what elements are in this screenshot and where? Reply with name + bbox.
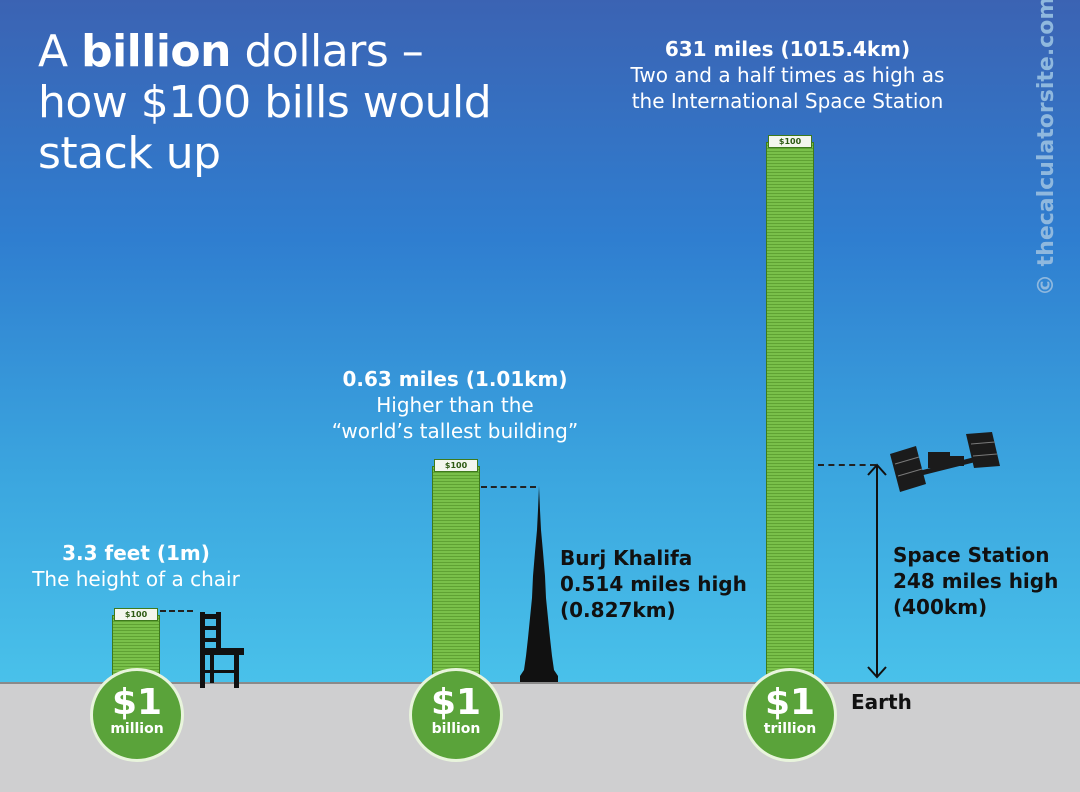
trillion-label: 631 miles (1015.4km) Two and a half time… — [585, 36, 990, 114]
double-arrow-icon — [867, 463, 887, 679]
trillion-coin-amount: $1 — [764, 682, 816, 723]
million-coin-amount: $1 — [111, 682, 163, 723]
billion-coin: $1 billion — [409, 668, 503, 762]
billion-headline: 0.63 miles (1.01km) — [342, 367, 568, 391]
burj-height-miles: 0.514 miles high — [560, 572, 747, 596]
billion-dash-line — [481, 486, 536, 488]
trillion-dash-line — [818, 464, 876, 466]
billion-coin-unit: billion — [431, 721, 481, 737]
space-station-icon — [890, 432, 1000, 492]
trillion-subtitle-2: the International Space Station — [631, 89, 944, 113]
billion-coin-amount: $1 — [430, 682, 482, 723]
million-coin: $1 million — [90, 668, 184, 762]
burj-khalifa-icon — [520, 486, 558, 682]
trillion-subtitle: Two and a half times as high as — [630, 63, 945, 87]
chair-icon — [200, 612, 244, 688]
title-bold: billion — [81, 26, 231, 77]
million-top-bill: $100 — [114, 608, 158, 621]
trillion-headline: 631 miles (1015.4km) — [664, 37, 911, 61]
billion-subtitle-2: “world’s tallest building” — [331, 419, 579, 443]
million-dash-line — [160, 610, 193, 612]
infographic-title: A billion dollars – how $100 bills would… — [38, 26, 492, 179]
title-line-1: A billion dollars – — [38, 26, 424, 77]
iss-height-miles: 248 miles high — [893, 569, 1059, 593]
million-label: 3.3 feet (1m) The height of a chair — [20, 540, 252, 592]
iss-height-km: (400km) — [893, 595, 988, 619]
iss-name: Space Station — [893, 543, 1050, 567]
billion-subtitle: Higher than the — [376, 393, 534, 417]
title-line-3: stack up — [38, 128, 221, 179]
million-subtitle: The height of a chair — [32, 567, 240, 591]
burj-name: Burj Khalifa — [560, 546, 693, 570]
watermark: © thecalculatorsite.com — [1034, 0, 1059, 296]
burj-reference: Burj Khalifa 0.514 miles high (0.827km) — [560, 545, 747, 623]
burj-height-km: (0.827km) — [560, 598, 676, 622]
billion-stack — [432, 466, 480, 684]
billion-label: 0.63 miles (1.01km) Higher than the “wor… — [300, 366, 610, 444]
iss-reference: Space Station 248 miles high (400km) — [893, 542, 1058, 620]
billion-top-bill: $100 — [434, 459, 478, 472]
million-coin-unit: million — [110, 721, 164, 737]
trillion-stack — [766, 142, 814, 684]
trillion-coin-unit: trillion — [763, 721, 817, 737]
million-headline: 3.3 feet (1m) — [62, 541, 210, 565]
earth-label: Earth — [851, 690, 912, 714]
trillion-coin: $1 trillion — [743, 668, 837, 762]
trillion-top-bill: $100 — [768, 135, 812, 148]
title-line-2: how $100 bills would — [38, 77, 492, 128]
